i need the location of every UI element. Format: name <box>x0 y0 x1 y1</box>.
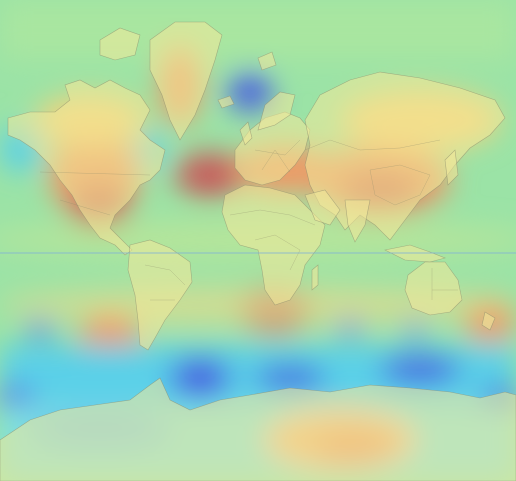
land-uk <box>239 121 253 146</box>
cold-spot-south-pacific <box>170 358 230 398</box>
land-new-zealand <box>481 311 496 331</box>
border-us-canada <box>39 171 151 176</box>
land-arctic-islands <box>99 27 141 61</box>
land-madagascar <box>311 264 319 291</box>
land-svalbard <box>257 51 277 71</box>
border-australia <box>431 268 458 300</box>
warm-south-band <box>0 287 516 323</box>
land-arabia <box>304 189 341 226</box>
land-africa <box>221 184 326 306</box>
border-russia <box>304 139 441 151</box>
cold-spot-small-3 <box>405 322 425 338</box>
cold-spot-small <box>28 320 52 340</box>
border-china <box>369 164 431 206</box>
border-africa-2 <box>254 234 301 271</box>
hot-spot-north-atlantic <box>175 153 245 197</box>
land-australia <box>404 261 463 316</box>
land-japan <box>444 149 459 186</box>
border-us-mexico <box>59 199 111 216</box>
land-scandinavia <box>257 91 296 131</box>
land-south-america <box>127 239 193 351</box>
land-greenland <box>149 21 223 141</box>
land-north-america <box>7 79 166 256</box>
land-layer <box>0 21 516 481</box>
cold-spot-south-atlantic <box>255 366 325 390</box>
border-africa-1 <box>229 209 316 226</box>
cold-spot-small-2 <box>338 320 362 336</box>
land-antarctica <box>0 377 516 481</box>
border-europe-2 <box>261 149 291 173</box>
border-south-america <box>144 264 186 301</box>
cold-spot-north-atlantic <box>228 72 272 112</box>
land-iceland <box>217 95 235 109</box>
border-europe-1 <box>254 139 301 156</box>
arctic-band <box>0 0 516 60</box>
land-india <box>344 199 371 243</box>
cold-spot-south-indian <box>380 356 460 384</box>
